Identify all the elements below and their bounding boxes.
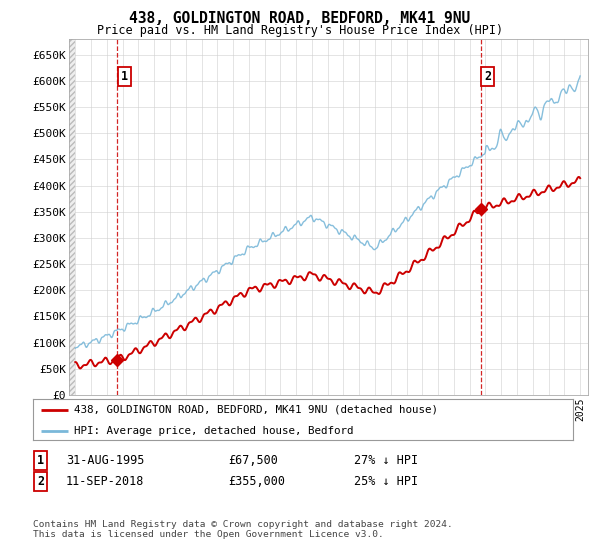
Text: 438, GOLDINGTON ROAD, BEDFORD, MK41 9NU (detached house): 438, GOLDINGTON ROAD, BEDFORD, MK41 9NU … [74, 405, 437, 415]
Text: 2: 2 [37, 475, 44, 488]
Text: 438, GOLDINGTON ROAD, BEDFORD, MK41 9NU: 438, GOLDINGTON ROAD, BEDFORD, MK41 9NU [130, 11, 470, 26]
Text: 11-SEP-2018: 11-SEP-2018 [66, 475, 145, 488]
Text: 25% ↓ HPI: 25% ↓ HPI [354, 475, 418, 488]
Text: £355,000: £355,000 [228, 475, 285, 488]
Text: 1: 1 [121, 71, 128, 83]
Text: 31-AUG-1995: 31-AUG-1995 [66, 454, 145, 467]
Text: Price paid vs. HM Land Registry's House Price Index (HPI): Price paid vs. HM Land Registry's House … [97, 24, 503, 37]
Text: HPI: Average price, detached house, Bedford: HPI: Average price, detached house, Bedf… [74, 426, 353, 436]
Text: Contains HM Land Registry data © Crown copyright and database right 2024.
This d: Contains HM Land Registry data © Crown c… [33, 520, 453, 539]
Text: 1: 1 [37, 454, 44, 467]
Text: 27% ↓ HPI: 27% ↓ HPI [354, 454, 418, 467]
Text: £67,500: £67,500 [228, 454, 278, 467]
Text: 2: 2 [484, 71, 491, 83]
